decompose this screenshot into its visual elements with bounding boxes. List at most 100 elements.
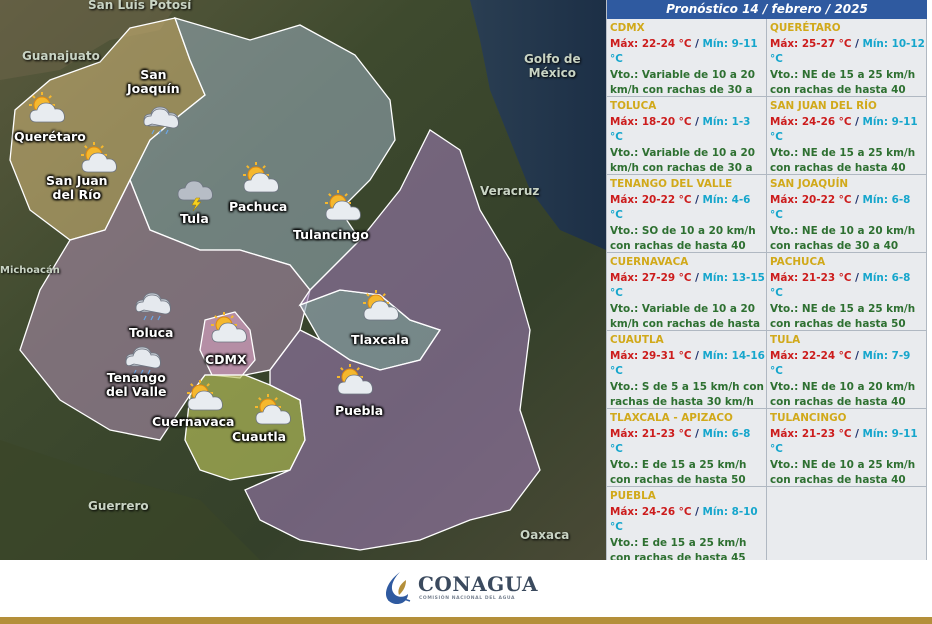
forecast-cell-empty xyxy=(767,487,927,565)
region-label-michoacan: Michoacán xyxy=(0,265,60,276)
region-label-veracruz: Veracruz xyxy=(480,184,540,198)
forecast-separator: / xyxy=(851,115,863,128)
forecast-max-temp: Máx: 21-23 °C xyxy=(770,271,852,284)
forecast-wind: Vto.: NE de 15 a 25 km/h con rachas de h… xyxy=(770,302,916,331)
forecast-min-temp: Mín: 13-15 °C xyxy=(610,271,765,300)
forecast-map: San Luis Potosí Guanajuato Golfo de Méxi… xyxy=(0,0,606,560)
forecast-cell: CDMX Máx: 22-24 °C / Mín: 9-11 °C Vto.: Va… xyxy=(607,19,767,97)
forecast-min-temp: Mín: 10-12 °C xyxy=(770,37,925,66)
forecast-min-temp: Mín: 6-8 °C xyxy=(770,193,911,222)
forecast-table: Pronóstico 14 / febrero / 2025 CDMX Máx: … xyxy=(606,0,927,565)
conagua-logo-subtitle: COMISIÓN NACIONAL DEL AGUA xyxy=(419,596,516,601)
gulf-of-mexico xyxy=(470,0,606,250)
region-label-san-luis-potosi: San Luis Potosí xyxy=(88,0,192,12)
forecast-min-temp: Mín: 4-6 °C xyxy=(610,193,751,222)
forecast-separator: / xyxy=(691,115,703,128)
san-joaquin-weather-icon xyxy=(142,98,182,135)
forecast-separator: / xyxy=(691,349,703,362)
footer-gold-bar xyxy=(0,617,932,624)
forecast-city-name: QUERÉTARO xyxy=(770,22,841,34)
forecast-separator: / xyxy=(691,37,703,50)
toluca-weather-icon xyxy=(134,284,174,321)
city-label-san-joaquin: San Joaquín xyxy=(127,67,180,96)
cdmx-region xyxy=(199,311,256,379)
forecast-cell: PUEBLA Máx: 24-26 °C / Mín: 8-10 °C Vto.: … xyxy=(607,487,767,565)
forecast-wind: Vto.: Variable de 10 a 20 km/h con racha… xyxy=(610,302,761,331)
city-label-cuernavaca: Cuernavaca xyxy=(152,414,235,429)
forecast-cell: SAN JOAQUÍN Máx: 20-22 °C / Mín: 6-8 °C Vt… xyxy=(767,175,927,253)
city-label-san-juan-del-rio: San Juan del Río xyxy=(46,173,108,202)
forecast-cell: TULANCINGO Máx: 21-23 °C / Mín: 9-11 °C Vt… xyxy=(767,409,927,487)
city-label-cdmx: CDMX xyxy=(205,352,247,367)
region-label-guanajuato: Guanajuato xyxy=(22,49,100,63)
forecast-cell: TLAXCALA - APIZACO Máx: 21-23 °C / Mín: 6… xyxy=(607,409,767,487)
forecast-city-name: SAN JUAN DEL RÍO xyxy=(770,100,877,112)
forecast-min-temp: Mín: 6-8 °C xyxy=(770,271,911,300)
forecast-max-temp: Máx: 20-22 °C xyxy=(770,193,852,206)
forecast-city-name: SAN JOAQUÍN xyxy=(770,178,849,190)
forecast-separator: / xyxy=(691,505,703,518)
forecast-max-temp: Máx: 22-24 °C xyxy=(770,349,852,362)
forecast-wind: Vto.: NE de 10 a 25 km/h con rachas de h… xyxy=(770,458,916,487)
tula-weather-icon xyxy=(176,170,216,212)
forecast-separator: / xyxy=(851,349,863,362)
san-juan-del-rio-weather-icon xyxy=(80,142,120,176)
forecast-wind: Vto.: E de 15 a 25 km/h con rachas de ha… xyxy=(610,536,747,565)
city-label-tlaxcala: Tlaxcala xyxy=(351,332,409,347)
forecast-wind: Vto.: E de 15 a 25 km/h con rachas de ha… xyxy=(610,458,747,487)
cuautla-weather-icon xyxy=(254,394,294,428)
pachuca-weather-icon xyxy=(242,162,282,196)
forecast-separator: / xyxy=(691,427,703,440)
forecast-separator: / xyxy=(691,193,703,206)
conagua-logo-text: CONAGUA xyxy=(418,572,539,596)
city-label-cuautla: Cuautla xyxy=(232,429,287,444)
forecast-cell: QUERÉTARO Máx: 25-27 °C / Mín: 10-12 °C Vt… xyxy=(767,19,927,97)
puebla-region xyxy=(244,129,541,551)
forecast-cell: PACHUCA Máx: 21-23 °C / Mín: 6-8 °C Vto.: … xyxy=(767,253,927,331)
city-label-pachuca: Pachuca xyxy=(229,199,288,214)
forecast-city-name: TENANGO DEL VALLE xyxy=(610,178,733,190)
forecast-wind: Vto.: NE de 10 a 20 km/h con rachas de 3… xyxy=(770,224,916,253)
forecast-max-temp: Máx: 18-20 °C xyxy=(610,115,692,128)
forecast-cell: CUERNAVACA Máx: 27-29 °C / Mín: 13-15 °C V… xyxy=(607,253,767,331)
cdmx-weather-icon xyxy=(210,312,250,346)
forecast-cell: TOLUCA Máx: 18-20 °C / Mín: 1-3 °C Vto.: V… xyxy=(607,97,767,175)
forecast-city-name: PACHUCA xyxy=(770,256,826,268)
queretaro-weather-icon xyxy=(28,92,68,126)
forecast-wind: Vto.: Variable de 10 a 20 km/h con racha… xyxy=(610,146,755,175)
forecast-min-temp: Mín: 7-9 °C xyxy=(770,349,911,378)
city-label-toluca: Toluca xyxy=(129,325,174,340)
forecast-max-temp: Máx: 22-24 °C xyxy=(610,37,692,50)
forecast-cell: CUAUTLA Máx: 29-31 °C / Mín: 14-16 °C Vto.… xyxy=(607,331,767,409)
forecast-cell: SAN JUAN DEL RÍO Máx: 24-26 °C / Mín: 9-1… xyxy=(767,97,927,175)
forecast-separator: / xyxy=(851,37,863,50)
city-label-tenango: Tenango del Valle xyxy=(106,370,167,399)
city-label-puebla: Puebla xyxy=(335,403,384,418)
tenango-weather-icon xyxy=(124,338,164,375)
forecast-separator: / xyxy=(851,271,863,284)
forecast-city-name: TULANCINGO xyxy=(770,412,847,424)
forecast-city-name: CDMX xyxy=(610,22,645,34)
forecast-min-temp: Mín: 8-10 °C xyxy=(610,505,758,534)
cuernavaca-weather-icon xyxy=(186,380,226,414)
forecast-wind: Vto.: SO de 10 a 20 km/h con rachas de h… xyxy=(610,224,756,253)
north-terrain xyxy=(0,0,180,80)
forecast-min-temp: Mín: 14-16 °C xyxy=(610,349,765,378)
city-label-tulancingo: Tulancingo xyxy=(293,227,369,242)
forecast-city-name: PUEBLA xyxy=(610,490,656,502)
city-label-queretaro: Querétaro xyxy=(14,129,86,144)
forecast-wind: Vto.: NE de 15 a 25 km/h con rachas de h… xyxy=(770,68,916,97)
forecast-wind: Vto.: NE de 15 a 25 km/h con rachas de h… xyxy=(770,146,916,175)
forecast-min-temp: Mín: 9-11 °C xyxy=(770,427,918,456)
forecast-min-temp: Mín: 6-8 °C xyxy=(610,427,751,456)
region-label-guerrero: Guerrero xyxy=(88,499,149,513)
south-terrain xyxy=(0,440,260,560)
forecast-cell: TULA Máx: 22-24 °C / Mín: 7-9 °C Vto.: NE … xyxy=(767,331,927,409)
forecast-max-temp: Máx: 20-22 °C xyxy=(610,193,692,206)
forecast-max-temp: Máx: 21-23 °C xyxy=(770,427,852,440)
forecast-max-temp: Máx: 24-26 °C xyxy=(610,505,692,518)
forecast-city-name: TOLUCA xyxy=(610,100,657,112)
city-label-tula: Tula xyxy=(180,211,209,226)
forecast-max-temp: Máx: 29-31 °C xyxy=(610,349,692,362)
forecast-wind: Vto.: Variable de 10 a 20 km/h con racha… xyxy=(610,68,755,97)
